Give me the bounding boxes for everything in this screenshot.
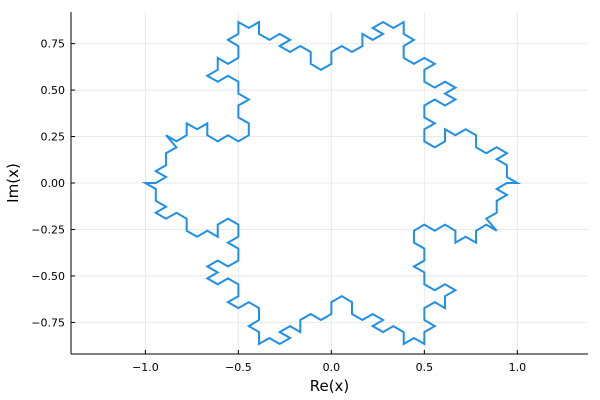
x-tick-label: 1.0	[509, 361, 527, 374]
y-tick-label: 0.75	[41, 38, 66, 51]
x-tick-label: −0.5	[225, 361, 252, 374]
x-tick-label: 0.0	[323, 361, 341, 374]
y-tick-label: 0.00	[41, 177, 66, 190]
y-tick-label: −0.50	[31, 270, 65, 283]
series-line	[141, 20, 522, 346]
y-tick-label: 0.25	[41, 131, 66, 144]
x-tick-label: −1.0	[132, 361, 159, 374]
y-tick-label: −0.75	[31, 316, 65, 329]
tick-labels: −1.0 −0.5 0.0 0.5 1.0 −0.75 −0.50 −0.25 0.00 0.25…	[31, 38, 526, 374]
tick-marks	[71, 43, 518, 354]
y-tick-label: 0.50	[41, 84, 66, 97]
y-axis-label: Im(x)	[4, 163, 22, 203]
series-layer	[141, 20, 522, 346]
x-tick-label: 0.5	[416, 361, 434, 374]
x-axis-label: Re(x)	[310, 377, 350, 395]
y-tick-label: −0.25	[31, 223, 65, 236]
